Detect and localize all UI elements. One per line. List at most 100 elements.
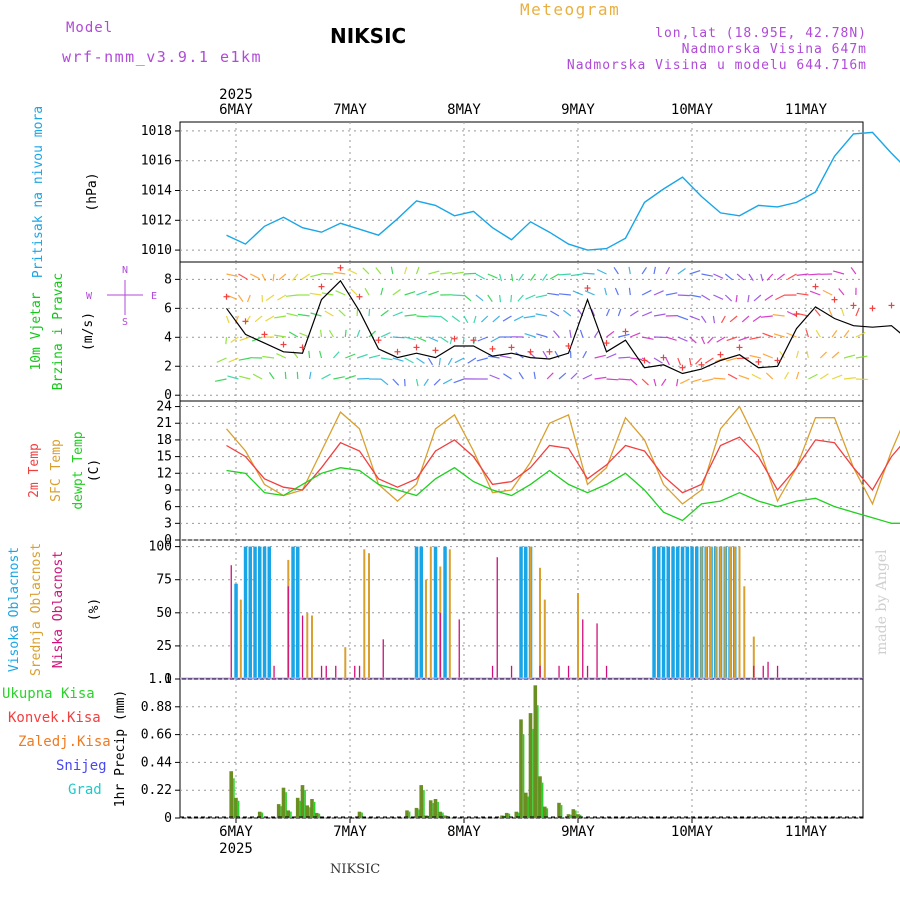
wind-direction-arrow [542,273,548,282]
wind-direction-arrow [572,290,584,296]
wind-direction-arrow [309,292,322,296]
wind-direction-arrow [828,308,833,317]
wind-direction-arrow [819,373,829,380]
wind-direction-arrow [701,294,711,301]
precip-bar-total [299,800,302,818]
wind-direction-arrow [553,330,560,338]
wind-direction-arrow [535,313,548,317]
cloud-bar-low [558,665,560,679]
precip-bar-total [423,790,425,818]
wind-direction-arrow [449,336,453,345]
wind-direction-arrow [850,267,857,275]
wind-direction-arrow [736,273,745,281]
bottom-day-label: 7MAY [333,824,367,840]
precip-ytick-label: 0.88 [141,700,172,715]
wind-direction-arrow [439,336,449,343]
wind-direction-arrow [480,315,489,323]
wind-direction-arrow [726,357,738,362]
precip-bar-total [290,811,292,818]
wind-direction-arrow [628,287,631,296]
wind-direction-arrow [487,294,493,303]
cloud-ytick-label: 0 [164,672,172,687]
wind-direction-arrow [582,373,593,380]
precip-bar [310,799,314,818]
top-day-label: 10MAY [671,102,714,118]
cloud-bar-mid [529,546,532,679]
wind-direction-arrow [404,378,406,387]
wind-direction-arrow [380,332,391,338]
bottom-day-label: 11MAY [785,824,828,840]
wind-direction-arrow [690,378,702,383]
wind-direction-arrow [762,332,774,338]
top-year-label: 2025 [219,87,253,103]
wind-direction-arrow [569,329,572,338]
wind-direction-arrow [819,351,828,359]
wind-direction-arrow [404,357,414,364]
wind-direction-arrow [489,374,500,380]
precip-bar [538,776,542,818]
wind-direction-arrow [286,312,298,317]
wind-axis-label: 10m Vjetar [29,292,44,370]
wind-direction-arrow [712,315,716,324]
wind-direction-arrow [463,272,477,275]
wind-axis-label: Brzina i Pravac [51,273,66,390]
wind-direction-arrow [762,353,774,359]
bottom-day-label: 10MAY [671,824,714,840]
precip-bar-total [261,812,264,818]
precip-bar-total [309,807,311,818]
wind-direction-arrow [392,336,405,339]
wind-direction-arrow [786,310,797,317]
wind-direction-arrow [653,378,657,387]
cloud-bar-high [433,546,438,679]
precip-bar-total [442,812,444,818]
wind-direction-arrow [558,372,567,380]
precip-bar [576,814,580,818]
cloud-bar-high [258,546,262,679]
wind-direction-arrow [237,294,244,302]
wind-direction-arrow [795,350,799,359]
precip-bar-total [546,808,549,818]
wind-direction-arrow [530,273,536,281]
cloud-bar-high [419,546,423,679]
wind-direction-arrow [350,288,358,296]
cloud-bar-mid [710,546,712,679]
wind-direction-arrow [502,315,512,322]
wind-direction-arrow [297,313,310,317]
wind-direction-arrow [614,287,619,296]
cloud-bar-high [671,546,675,679]
wind-direction-arrow [344,329,347,338]
cloud-bar-mid [752,636,755,679]
precip-bar-total [432,803,435,818]
cloud-bar-mid [743,586,746,679]
wind-direction-arrow [822,289,833,296]
wind-direction-arrow [533,371,536,380]
wind-direction-arrow [333,271,346,275]
wind-direction-arrow [380,309,389,317]
cloud-bar-low [273,665,275,679]
wind-direction-arrow [216,357,227,363]
station-title: NIKSIC [330,24,407,48]
wind-direction-arrow [542,350,548,359]
wind-direction-arrow [618,378,631,381]
temp-ytick-label: 0 [164,533,172,548]
wind-direction-arrow [724,273,733,281]
precip-ytick-label: 0 [164,811,172,826]
cloud-bar-low [354,665,356,679]
wind-direction-arrow [747,294,750,303]
wind-direction-arrow [524,333,536,338]
wind-direction-arrow [415,266,420,275]
pressure-axis-label: (hPa) [85,172,100,211]
wind-direction-arrow [714,357,726,363]
wind-direction-arrow [404,266,408,275]
wind-direction-arrow [265,294,275,301]
cloud-bar-low [335,665,337,679]
wind-direction-arrow [438,357,441,366]
wind-direction-arrow [268,372,275,380]
cloud-ytick-label: 100 [149,540,172,555]
precip-bar-total [361,812,363,818]
precip-bar-total [532,728,534,818]
wind-direction-arrow [246,294,251,303]
wind-direction-arrow [338,309,346,317]
wind-direction-arrow [729,315,738,323]
precip-axis-label: 1hr Precip (mm) [113,690,128,807]
